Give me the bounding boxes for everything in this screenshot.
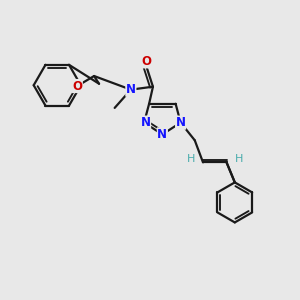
Text: O: O [72, 80, 82, 92]
Text: N: N [176, 116, 186, 129]
Text: N: N [126, 83, 136, 96]
Text: O: O [142, 55, 152, 68]
Text: N: N [141, 116, 151, 129]
Text: N: N [158, 128, 167, 141]
Text: H: H [235, 154, 243, 164]
Text: H: H [186, 154, 195, 164]
